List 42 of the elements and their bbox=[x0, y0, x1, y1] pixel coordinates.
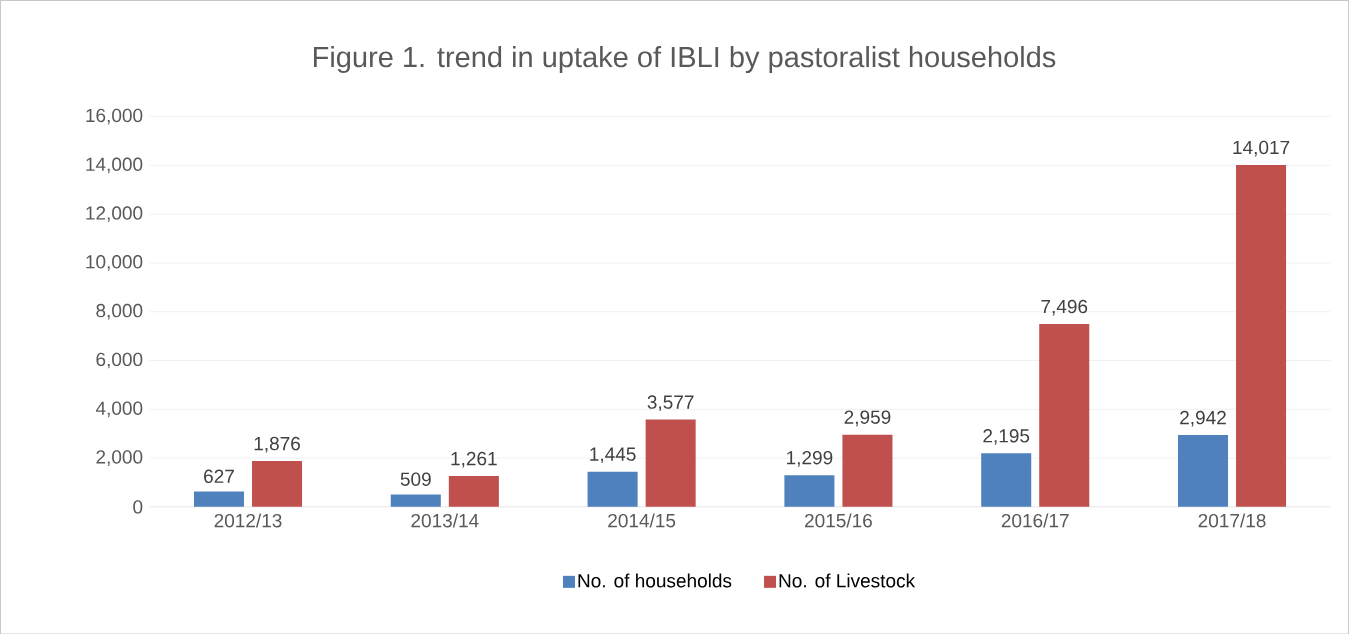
x-tick-label: 2015/16 bbox=[805, 513, 872, 528]
y-tick-label: 6,000 bbox=[96, 352, 143, 369]
legend-label: No. of Livestock bbox=[779, 573, 916, 588]
x-tick-label: 2016/17 bbox=[1001, 513, 1069, 528]
y-tick-label: 10,000 bbox=[86, 254, 143, 271]
chart-title: Figure 1. trend in uptake of IBLI by pastoralist households bbox=[314, 45, 1056, 73]
data-label: 627 bbox=[204, 469, 234, 483]
x-tick-label: 2014/15 bbox=[608, 513, 676, 528]
data-label: 1,876 bbox=[254, 436, 300, 453]
legend-label: No. of households bbox=[578, 573, 732, 588]
y-tick-label: 4,000 bbox=[95, 401, 143, 417]
y-tick-label: 14,000 bbox=[86, 157, 143, 173]
bar bbox=[1177, 434, 1229, 507]
y-tick-label: 12,000 bbox=[86, 206, 143, 222]
bar bbox=[645, 419, 696, 507]
y-tick-label: 0 bbox=[133, 499, 143, 514]
bar bbox=[1236, 164, 1287, 507]
y-tick-label: 8,000 bbox=[96, 303, 143, 320]
x-tick-label: 2012/13 bbox=[214, 513, 282, 528]
data-label: 3,577 bbox=[647, 395, 694, 411]
y-tick-label: 16,000 bbox=[86, 108, 143, 125]
y-tick-label: 2,000 bbox=[96, 450, 143, 466]
x-tick-label: 2013/14 bbox=[411, 513, 479, 528]
data-label: 2,942 bbox=[1180, 410, 1226, 427]
data-label: 1,299 bbox=[787, 450, 833, 467]
data-label: 14,017 bbox=[1233, 140, 1290, 157]
data-label: 2,959 bbox=[844, 410, 891, 426]
data-label: 7,496 bbox=[1041, 299, 1088, 316]
bar bbox=[252, 460, 303, 507]
bar bbox=[784, 474, 835, 507]
data-label: 509 bbox=[400, 472, 431, 486]
x-tick-label: 2017/18 bbox=[1198, 513, 1266, 528]
data-label: 1,445 bbox=[590, 447, 636, 463]
data-label: 1,261 bbox=[451, 451, 497, 468]
bar bbox=[193, 491, 245, 507]
bar bbox=[448, 475, 499, 507]
data-label: 2,195 bbox=[983, 428, 1030, 445]
bar bbox=[842, 434, 893, 507]
bar bbox=[981, 453, 1032, 507]
bar bbox=[1039, 323, 1090, 507]
bar bbox=[390, 494, 441, 507]
bar bbox=[587, 471, 638, 507]
